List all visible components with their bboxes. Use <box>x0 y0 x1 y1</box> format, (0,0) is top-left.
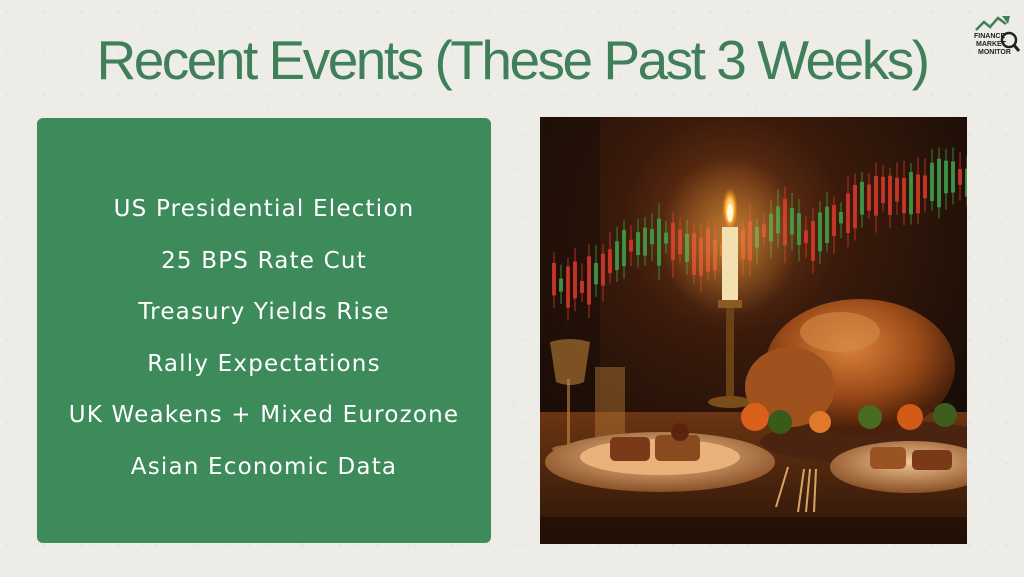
candlelit-dinner-with-stock-chart-image <box>540 117 967 544</box>
event-item-treasury-yields: Treasury Yields Rise <box>138 299 390 325</box>
event-item-rate-cut: 25 BPS Rate Cut <box>161 247 367 274</box>
events-list: US Presidential Election 25 BPS Rate Cut… <box>37 184 491 493</box>
logo-line-3: MONITOR <box>978 49 1011 56</box>
event-item-us-presidential-election: US Presidential Election <box>113 196 415 222</box>
finance-market-monitor-logo-icon: FINANCE MARKET MONITOR <box>972 14 1021 58</box>
logo-line-2: MARKET <box>976 41 1007 48</box>
event-item-uk-eurozone: UK Weakens + Mixed Eurozone <box>68 402 460 428</box>
event-item-asian-data: Asian Economic Data <box>130 453 398 480</box>
slide-title: Recent Events (These Past 3 Weeks) <box>96 29 930 91</box>
event-item-rally-expectations: Rally Expectations <box>147 350 381 377</box>
logo-line-1: FINANCE <box>974 33 1005 40</box>
events-panel: US Presidential Election 25 BPS Rate Cut… <box>37 118 491 543</box>
